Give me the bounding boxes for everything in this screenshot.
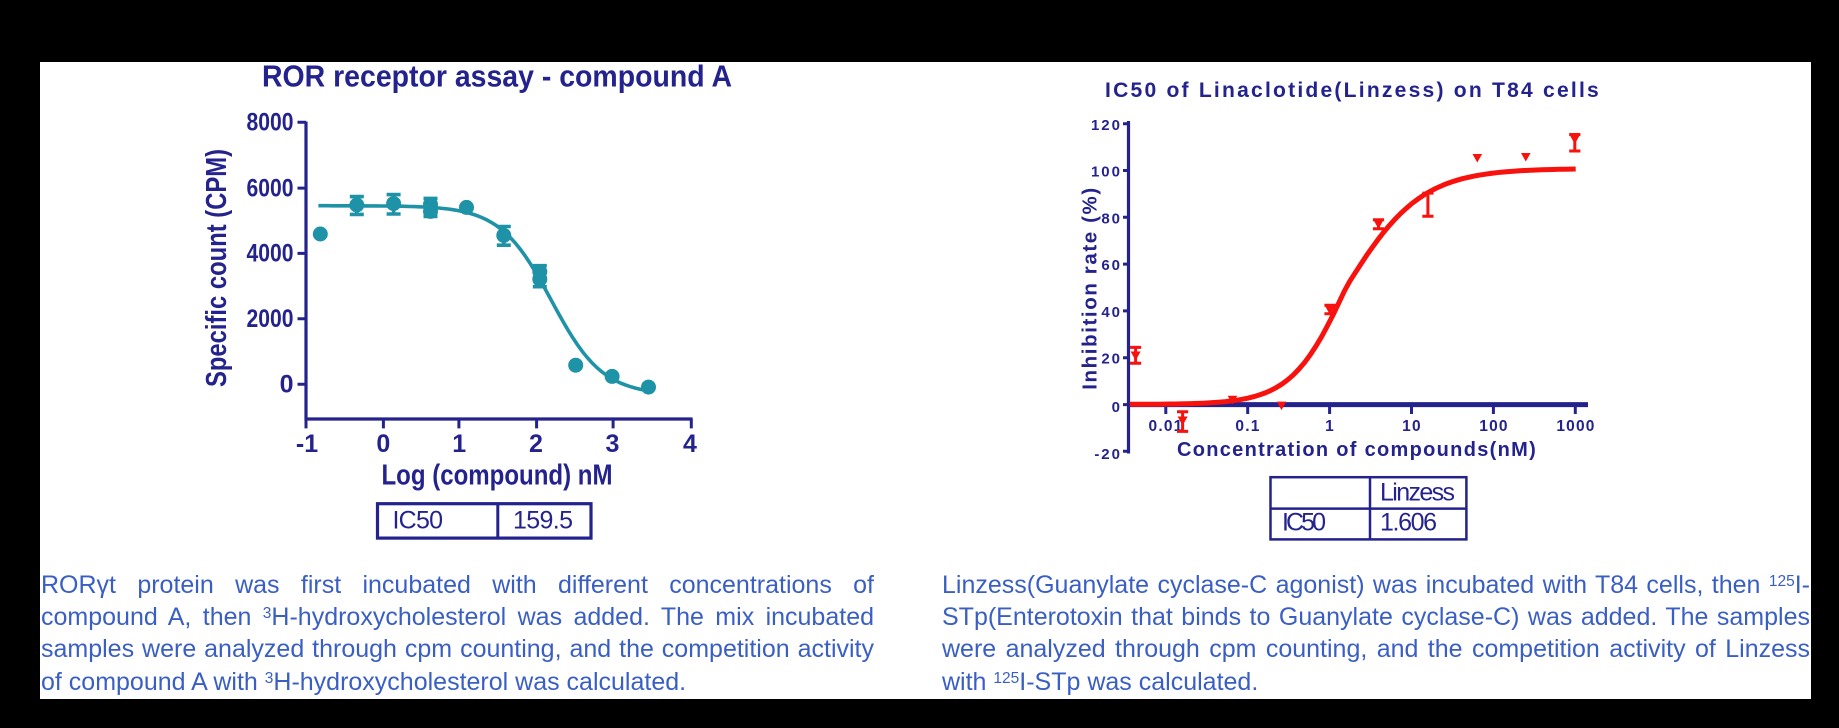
svg-text:0.01: 0.01 [1149,418,1184,435]
svg-text:4: 4 [683,430,697,458]
svg-text:60: 60 [1101,257,1122,274]
svg-text:1: 1 [1325,418,1335,435]
svg-text:10: 10 [1402,418,1422,435]
svg-text:Linzess: Linzess [1380,479,1455,507]
svg-text:Log (compound) nM: Log (compound) nM [382,460,613,492]
svg-text:40: 40 [1101,304,1122,321]
svg-text:0: 0 [280,370,294,398]
svg-text:120: 120 [1091,117,1122,134]
svg-text:1.606: 1.606 [1380,508,1437,536]
svg-text:2000: 2000 [247,305,294,333]
svg-text:-20: -20 [1094,446,1122,463]
svg-text:ROR receptor assay - compound: ROR receptor assay - compound A [262,59,732,94]
svg-text:-1: -1 [296,430,318,458]
svg-text:0: 0 [376,430,390,458]
svg-text:1000: 1000 [1556,418,1595,435]
svg-text:Specific count (CPM): Specific count (CPM) [201,149,233,387]
svg-text:20: 20 [1101,351,1122,368]
svg-text:6000: 6000 [247,174,294,202]
svg-text:8000: 8000 [247,109,294,137]
svg-text:100: 100 [1479,418,1508,435]
svg-text:0.1: 0.1 [1235,418,1260,435]
svg-text:Concentration of compounds(nM): Concentration of compounds(nM) [1177,439,1537,461]
svg-text:80: 80 [1101,210,1122,227]
svg-text:IC50: IC50 [393,507,444,535]
svg-text:159.5: 159.5 [513,507,573,535]
svg-text:100: 100 [1091,164,1122,181]
svg-text:1: 1 [452,430,466,458]
svg-text:2: 2 [529,430,543,458]
svg-text:0: 0 [1112,399,1122,416]
svg-text:IC50 of Linaclotide(Linzess): IC50 of Linaclotide(Linzess) on T84 cell… [1105,79,1601,102]
svg-text:IC50: IC50 [1282,508,1326,536]
svg-text:4000: 4000 [247,240,294,268]
svg-text:3: 3 [606,430,620,458]
svg-text:Inhibition rate (%): Inhibition rate (%) [1079,186,1102,390]
